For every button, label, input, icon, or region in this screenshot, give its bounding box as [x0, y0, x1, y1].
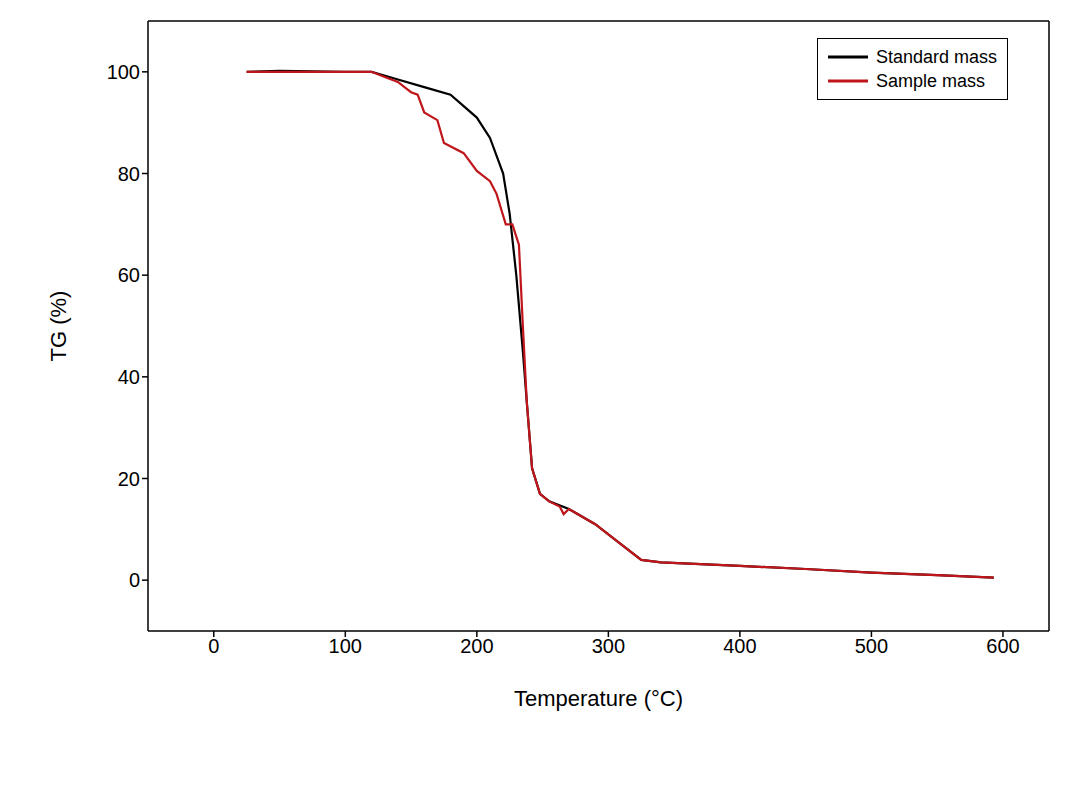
- svg-text:100: 100: [107, 61, 140, 83]
- svg-text:80: 80: [118, 163, 140, 185]
- svg-text:300: 300: [592, 635, 625, 657]
- svg-text:600: 600: [986, 635, 1019, 657]
- svg-text:400: 400: [723, 635, 756, 657]
- svg-text:20: 20: [118, 468, 140, 490]
- svg-text:200: 200: [460, 635, 493, 657]
- html-text:Sample mass: Sample mass: [875, 71, 985, 91]
- svg-text:40: 40: [118, 366, 140, 388]
- svg-text:0: 0: [129, 569, 140, 591]
- svg-text:Temperature (°C): Temperature (°C): [514, 686, 683, 711]
- svg-text:60: 60: [118, 264, 140, 286]
- svg-text:TG (%): TG (%): [46, 291, 71, 362]
- svg-text:100: 100: [329, 635, 362, 657]
- svg-text:0: 0: [208, 635, 219, 657]
- html-text:Standard mass: Standard mass: [875, 47, 997, 67]
- svg-text:500: 500: [855, 635, 888, 657]
